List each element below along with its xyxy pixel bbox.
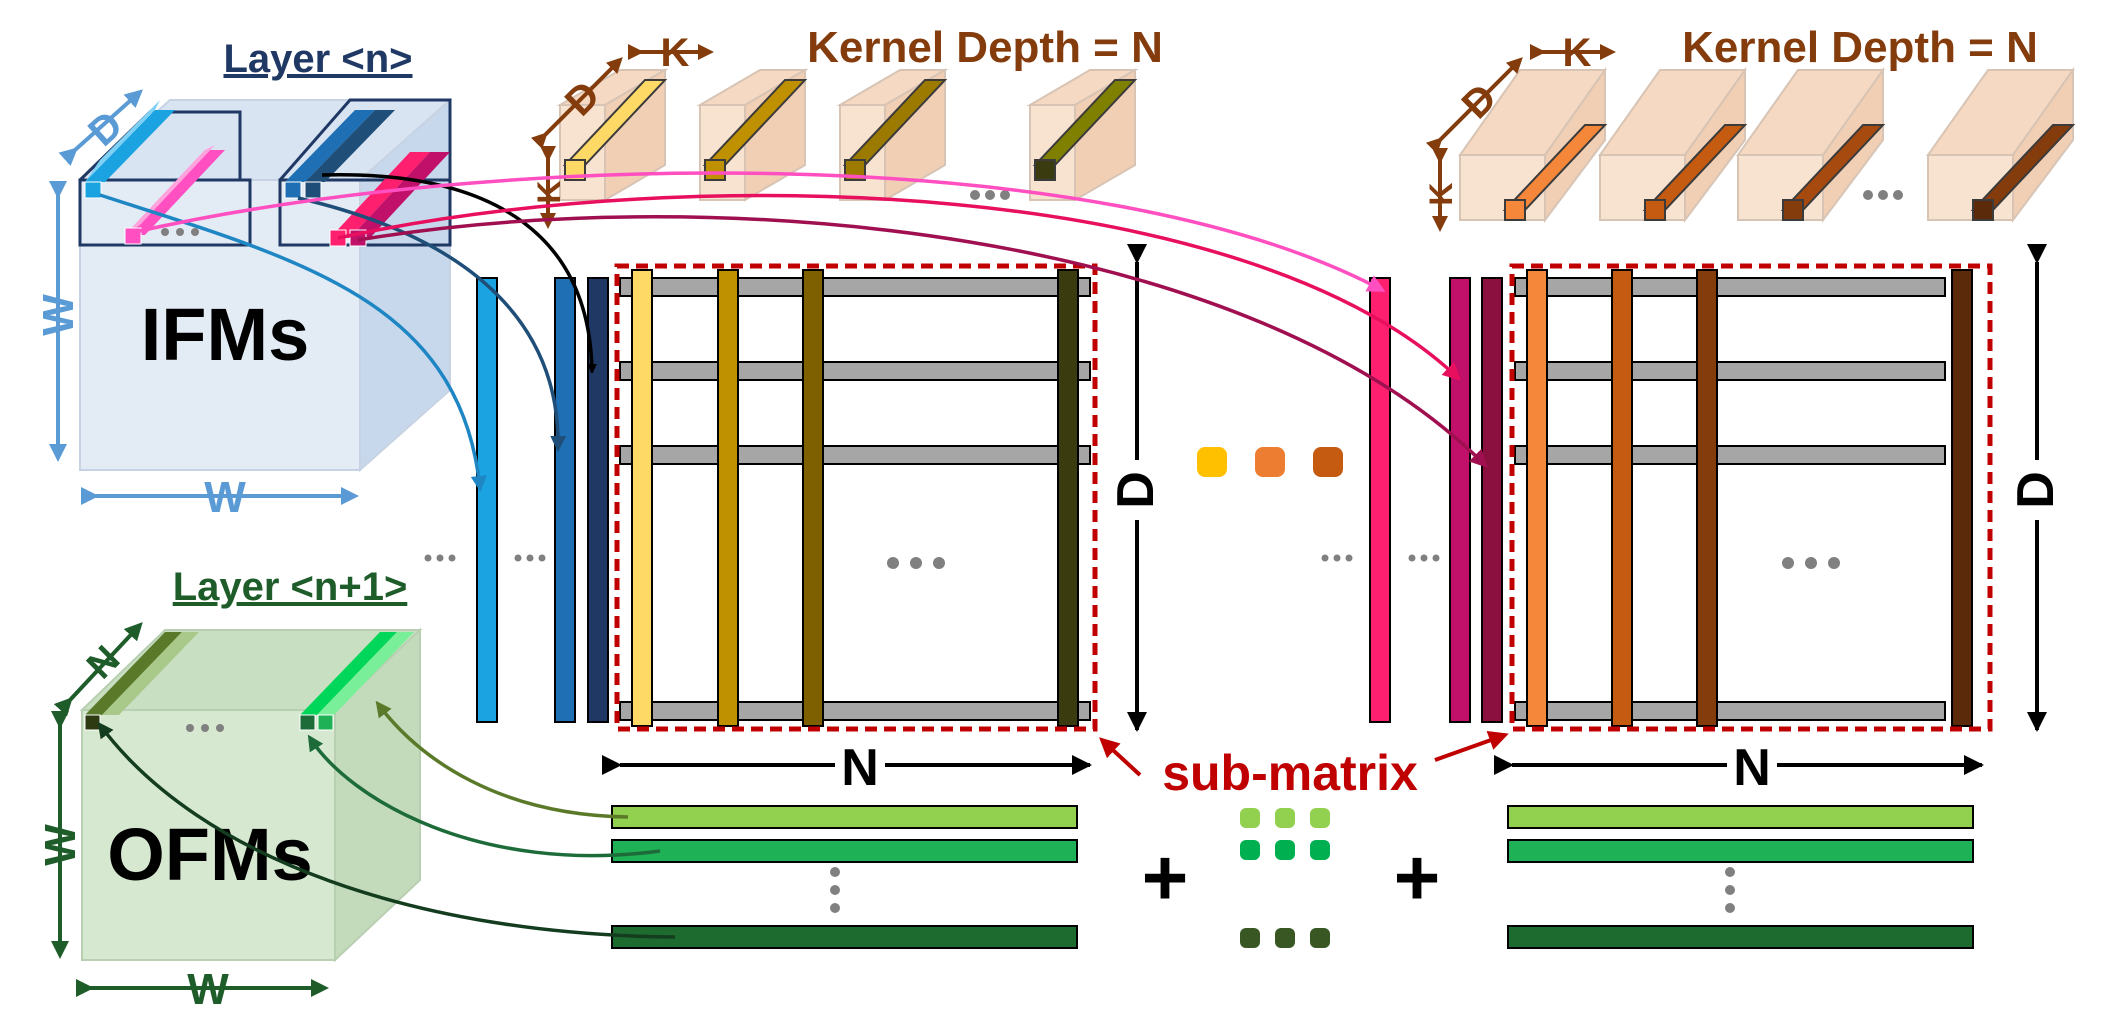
left-output-row-1 xyxy=(611,805,1078,829)
right-ifm-column-1 xyxy=(1369,277,1391,723)
submatrix-label: sub-matrix xyxy=(1162,745,1418,801)
output-dots-grid xyxy=(1240,808,1330,948)
kernel-2 xyxy=(696,68,809,202)
left-output-row-3 xyxy=(611,925,1078,949)
submatrix-arrow-right xyxy=(1434,730,1509,762)
right-kernel-row xyxy=(1458,66,2076,223)
left-row-3 xyxy=(619,445,1091,465)
layer-n-label: Layer <n> xyxy=(223,37,412,81)
ifm-to-right-columns-connectors xyxy=(134,171,1488,468)
left-submatrix-box xyxy=(614,263,1098,732)
plus-right: + xyxy=(1394,833,1441,922)
kernel-k-vertical-label-right: K xyxy=(1423,182,1459,205)
plus-left: + xyxy=(1142,833,1189,922)
middle-ellipsis xyxy=(1197,447,1343,477)
ifm-w-vertical-label: W xyxy=(34,294,83,336)
left-ifm-column-3 xyxy=(587,277,609,723)
kernel-r1 xyxy=(1458,66,1608,223)
right-ifm-column-3 xyxy=(1481,277,1503,723)
ofm-n-arrow xyxy=(53,622,143,717)
kernel-d-arrow-left xyxy=(530,57,623,150)
left-kernel-column-4 xyxy=(1057,269,1079,727)
right-matrix xyxy=(1321,263,1993,732)
left-row-1 xyxy=(619,277,1091,297)
right-row-1 xyxy=(1514,277,1946,297)
kernel-d-arrow-right xyxy=(1425,57,1523,155)
kernel-r4 xyxy=(1926,66,2076,223)
ifms-label: IFMs xyxy=(141,293,310,376)
kernel-depth-left-label: Kernel Depth = N xyxy=(807,23,1163,72)
left-kernel-column-2 xyxy=(717,269,739,727)
left-row-4 xyxy=(619,701,1091,721)
right-n-label: N xyxy=(1733,739,1771,797)
kernel-k-label-left: K xyxy=(661,31,690,75)
rows-to-ofm-connectors xyxy=(97,700,676,939)
kernel-r2 xyxy=(1598,66,1748,223)
left-matrix xyxy=(424,263,1098,732)
kernel-depth-right-label: Kernel Depth = N xyxy=(1682,23,2038,72)
right-submatrix-box xyxy=(1509,263,1993,732)
left-kernel-row xyxy=(556,68,1139,202)
left-d-label: D xyxy=(1107,471,1165,509)
right-row-4 xyxy=(1514,701,1946,721)
right-output-row-3 xyxy=(1507,925,1974,949)
right-row-3 xyxy=(1514,445,1946,465)
right-kernel-column-2 xyxy=(1611,269,1633,727)
right-kernel-column-4 xyxy=(1951,269,1973,727)
left-ifm-column-1 xyxy=(476,277,498,723)
right-ifm-column-2 xyxy=(1449,277,1471,723)
ofms-label: OFMs xyxy=(107,813,313,896)
right-output-row-1 xyxy=(1507,805,1974,829)
ifm-d-arrow xyxy=(58,89,143,167)
right-kernel-column-3 xyxy=(1696,269,1718,727)
left-kernel-column-3 xyxy=(802,269,824,727)
right-output-row-2 xyxy=(1507,839,1974,863)
ifm-cube xyxy=(77,97,453,473)
right-kernel-column-1 xyxy=(1526,269,1548,727)
right-output-rows xyxy=(1507,805,1974,949)
left-ifm-column-2 xyxy=(554,277,576,723)
ifm-w-horizontal-label: W xyxy=(204,473,246,522)
ofm-w-vertical-label: W xyxy=(36,824,85,866)
left-row-2 xyxy=(619,361,1091,381)
left-kernel-column-1 xyxy=(631,269,653,727)
kernel-k-label-right: K xyxy=(1563,31,1592,75)
left-output-row-2 xyxy=(611,839,1078,863)
kernel-3 xyxy=(836,68,949,202)
ofm-w-horizontal-label: W xyxy=(187,965,229,1014)
right-row-2 xyxy=(1514,361,1946,381)
kernel-k-vertical-label-left: K xyxy=(531,180,567,203)
left-output-rows xyxy=(611,805,1078,949)
layer-n1-label: Layer <n+1> xyxy=(173,565,408,609)
kernel-4 xyxy=(1026,68,1139,202)
right-d-label: D xyxy=(2007,471,2065,509)
submatrix-arrow-left xyxy=(1099,737,1142,777)
left-n-label: N xyxy=(841,739,879,797)
kernel-r3 xyxy=(1736,66,1886,223)
